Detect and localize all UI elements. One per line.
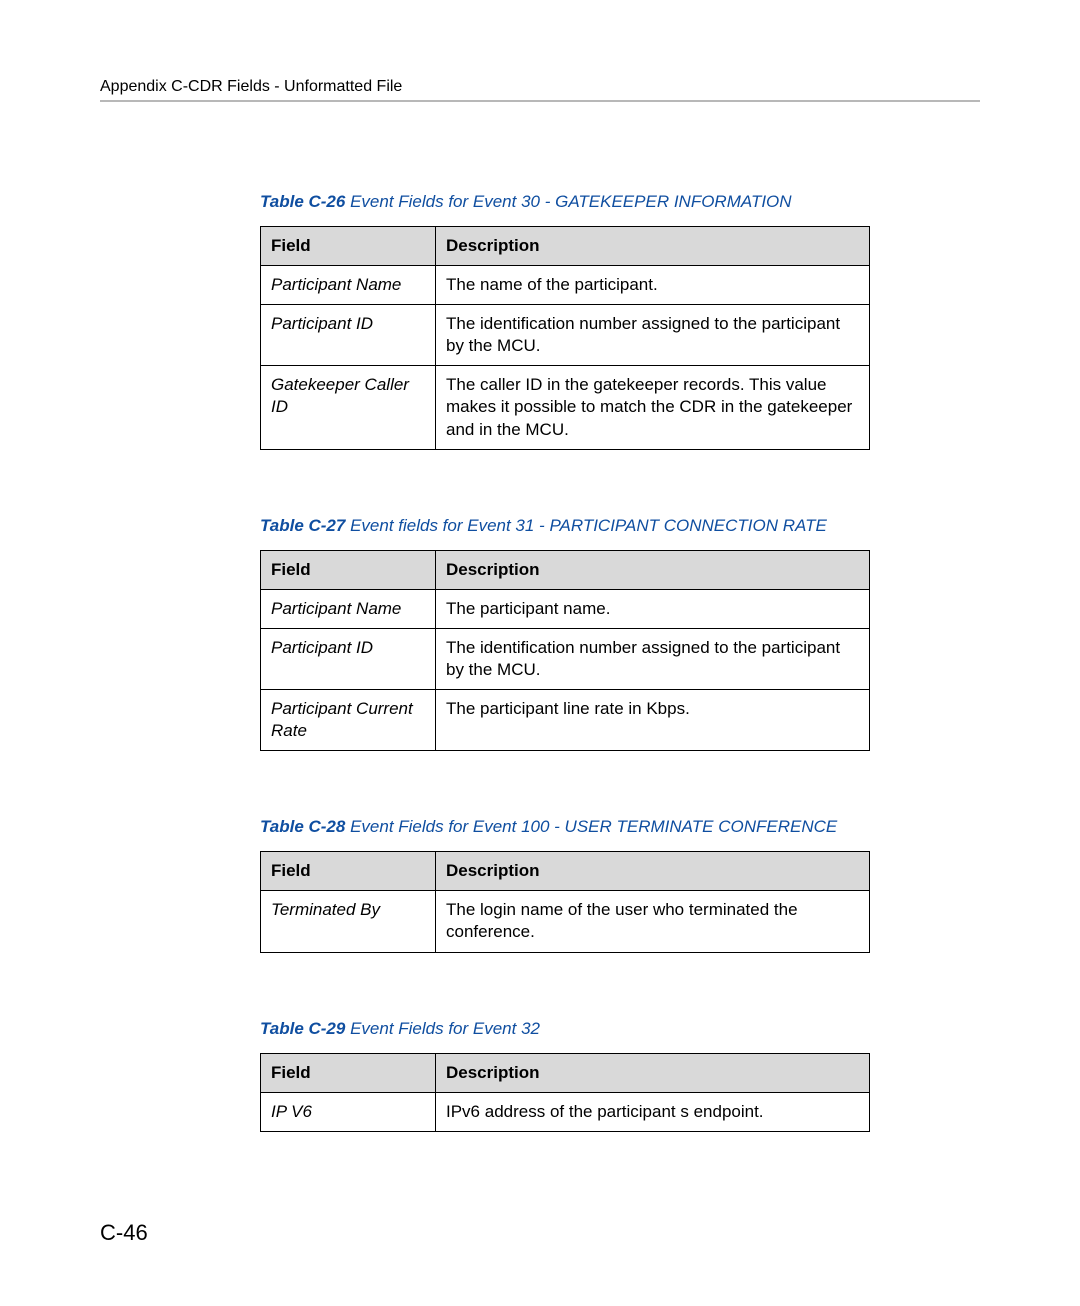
cell-description: The caller ID in the gatekeeper records.… [436,366,870,449]
caption-label: Table C-29 [260,1019,345,1038]
caption-rest: Event Fields for Event 100 - USER TERMIN… [345,817,837,836]
table-header-row: Field Description [261,852,870,891]
cell-description: The name of the participant. [436,266,870,305]
table-row: Participant ID The identification number… [261,305,870,366]
table-c27: Field Description Participant Name The p… [260,550,870,752]
cell-field: Participant Name [261,266,436,305]
col-description: Description [436,227,870,266]
table-caption: Table C-26 Event Fields for Event 30 - G… [260,192,970,212]
col-description: Description [436,550,870,589]
table-row: Participant Name The name of the partici… [261,266,870,305]
caption-label: Table C-27 [260,516,345,535]
header-rule [100,100,980,102]
col-field: Field [261,550,436,589]
caption-rest: Event Fields for Event 32 [345,1019,540,1038]
cell-description: The login name of the user who terminate… [436,891,870,952]
cell-description: The participant name. [436,589,870,628]
cell-field: Gatekeeper Caller ID [261,366,436,449]
caption-label: Table C-26 [260,192,345,211]
table-caption: Table C-28 Event Fields for Event 100 - … [260,817,970,837]
cell-field: Participant ID [261,628,436,689]
cell-field: IP V6 [261,1092,436,1131]
table-caption: Table C-27 Event fields for Event 31 - P… [260,516,970,536]
table-caption: Table C-29 Event Fields for Event 32 [260,1019,970,1039]
table-row: Gatekeeper Caller ID The caller ID in th… [261,366,870,449]
col-description: Description [436,1053,870,1092]
caption-rest: Event fields for Event 31 - PARTICIPANT … [345,516,826,535]
table-header-row: Field Description [261,550,870,589]
table-c29: Field Description IP V6 IPv6 address of … [260,1053,870,1132]
cell-description: The participant line rate in Kbps. [436,690,870,751]
table-row: Participant Current Rate The participant… [261,690,870,751]
cell-field: Participant Name [261,589,436,628]
col-field: Field [261,1053,436,1092]
cell-description: IPv6 address of the participant s endpoi… [436,1092,870,1131]
cell-description: The identification number assigned to th… [436,305,870,366]
caption-label: Table C-28 [260,817,345,836]
col-field: Field [261,852,436,891]
cell-field: Participant ID [261,305,436,366]
col-description: Description [436,852,870,891]
table-c26: Field Description Participant Name The n… [260,226,870,450]
table-row: Participant ID The identification number… [261,628,870,689]
caption-rest: Event Fields for Event 30 - GATEKEEPER I… [345,192,791,211]
cell-description: The identification number assigned to th… [436,628,870,689]
cell-field: Participant Current Rate [261,690,436,751]
page-number: C-46 [100,1220,148,1246]
content-area: Table C-26 Event Fields for Event 30 - G… [260,192,970,1132]
table-header-row: Field Description [261,1053,870,1092]
cell-field: Terminated By [261,891,436,952]
table-row: IP V6 IPv6 address of the participant s … [261,1092,870,1131]
table-c28: Field Description Terminated By The logi… [260,851,870,952]
table-row: Participant Name The participant name. [261,589,870,628]
page: Appendix C-CDR Fields - Unformatted File… [0,0,1080,1306]
table-row: Terminated By The login name of the user… [261,891,870,952]
page-header: Appendix C-CDR Fields - Unformatted File [100,78,980,96]
table-header-row: Field Description [261,227,870,266]
col-field: Field [261,227,436,266]
